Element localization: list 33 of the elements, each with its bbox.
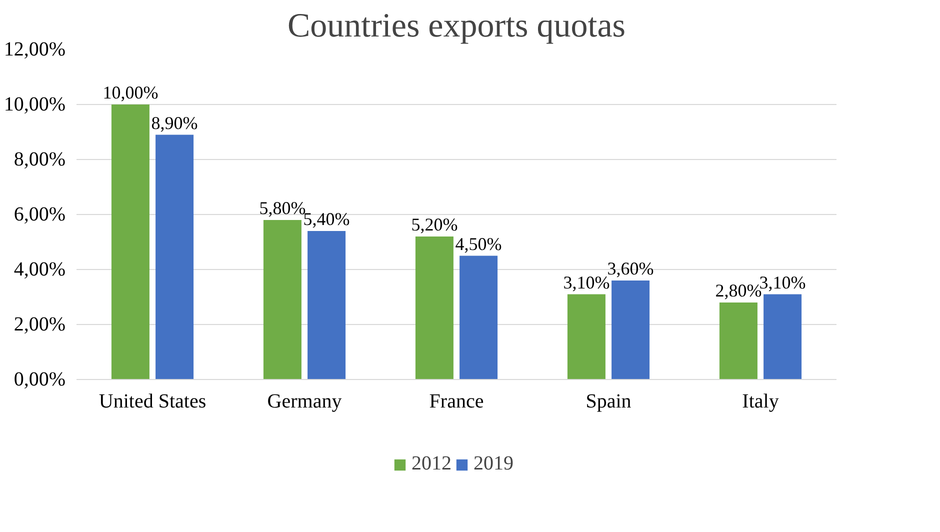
bar: [415, 236, 454, 380]
x-tick-label: Germany: [267, 390, 342, 412]
data-label: 4,50%: [455, 234, 502, 254]
data-label: 3,60%: [607, 258, 654, 278]
y-tick-label: 0,00%: [14, 368, 66, 390]
bar: [567, 294, 606, 380]
bar: [263, 220, 302, 380]
x-tick-label: Italy: [742, 390, 779, 412]
y-tick-label: 8,00%: [14, 148, 66, 170]
data-label: 5,20%: [411, 214, 458, 234]
legend-label: 2012: [412, 452, 452, 476]
y-tick-label: 4,00%: [14, 258, 66, 280]
y-tick-label: 12,00%: [4, 38, 66, 60]
bar: [156, 134, 194, 380]
y-tick-label: 2,00%: [14, 314, 66, 336]
bar: [460, 256, 498, 380]
data-label: 10,00%: [102, 82, 158, 102]
y-tick-label: 6,00%: [14, 204, 66, 226]
data-label: 3,10%: [759, 272, 806, 292]
bar: [719, 302, 758, 380]
bar: [111, 104, 150, 380]
data-label: 8,90%: [151, 112, 198, 133]
x-tick-label: Spain: [586, 390, 632, 412]
y-tick-label: 10,00%: [4, 94, 66, 116]
legend-label: 2019: [474, 452, 514, 476]
data-label: 5,80%: [259, 198, 306, 218]
bar: [764, 294, 802, 380]
chart-title: Countries exports quotas: [287, 8, 626, 44]
bar: [612, 280, 650, 380]
x-tick-label: France: [429, 390, 484, 412]
x-tick-label: United States: [98, 390, 206, 412]
bar: [308, 231, 346, 380]
data-label: 2,80%: [715, 280, 762, 300]
